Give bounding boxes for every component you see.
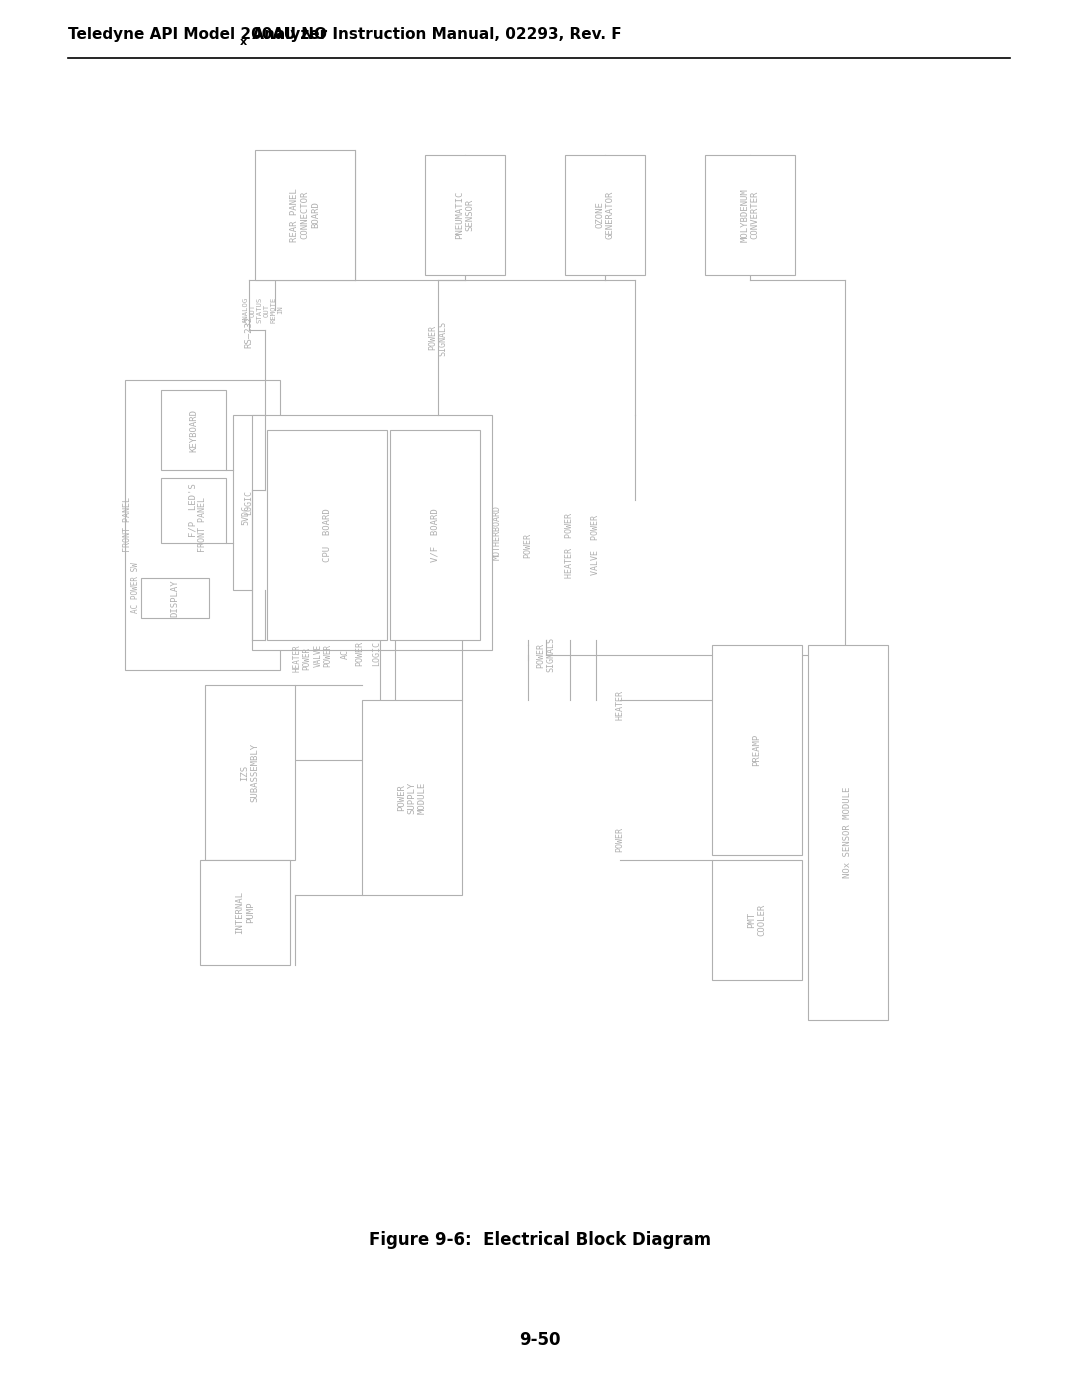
Bar [255,149,355,279]
Text: PMT
COOLER: PMT COOLER [747,904,767,936]
Bar [125,380,280,671]
Text: Figure 9-6:  Electrical Block Diagram: Figure 9-6: Electrical Block Diagram [369,1231,711,1249]
Text: MOLYBDENUM
CONVERTER: MOLYBDENUM CONVERTER [740,189,759,242]
Bar [267,430,387,640]
Bar [705,155,795,275]
Text: VALVE
POWER: VALVE POWER [313,644,333,666]
Bar [712,861,802,981]
Text: PNEUMATIC
SENSOR: PNEUMATIC SENSOR [456,191,475,239]
Text: AC: AC [340,650,350,659]
Bar [161,390,226,469]
Text: HEATER: HEATER [616,690,624,719]
Text: RS–232: RS–232 [244,316,254,348]
Text: POWER
SIGNALS: POWER SIGNALS [429,320,448,355]
Text: FRONT PANEL: FRONT PANEL [198,497,207,552]
Text: REAR PANEL
CONNECTOR
BOARD: REAR PANEL CONNECTOR BOARD [291,189,320,242]
Text: 9-50: 9-50 [519,1331,561,1350]
Text: OZONE
GENERATOR: OZONE GENERATOR [595,191,615,239]
Text: HEATER
POWER: HEATER POWER [293,644,312,672]
Text: MOTHERBOARD: MOTHERBOARD [492,504,501,560]
Bar [233,415,265,590]
Bar [565,155,645,275]
Bar [200,861,291,965]
Text: POWER: POWER [616,827,624,852]
Text: VALVE  POWER: VALVE POWER [592,515,600,576]
Text: ANALOG
OUT
STATUS
OUT
REMOTE
IN: ANALOG OUT STATUS OUT REMOTE IN [243,298,283,323]
Text: INTERNAL
PUMP: INTERNAL PUMP [235,891,255,935]
Text: V/F  BOARD: V/F BOARD [431,509,440,562]
Text: HEATER  POWER: HEATER POWER [566,513,575,577]
Bar [205,685,295,861]
Text: x: x [240,36,246,47]
Text: 5VDC: 5VDC [242,504,251,525]
Bar [362,700,462,895]
Bar [161,478,226,543]
Text: POWER
SUPPLY
MODULE: POWER SUPPLY MODULE [397,781,427,813]
Text: AC POWER SW: AC POWER SW [131,563,139,613]
Text: Analyzer Instruction Manual, 02293, Rev. F: Analyzer Instruction Manual, 02293, Rev.… [247,27,622,42]
Bar [390,430,480,640]
Text: NOx SENSOR MODULE: NOx SENSOR MODULE [843,787,852,879]
Bar [426,155,505,275]
Text: POWER: POWER [524,532,532,557]
Text: PREAMP: PREAMP [753,733,761,766]
Text: F/P  LED'S: F/P LED'S [189,483,198,538]
Text: LOGIC: LOGIC [244,490,254,515]
Text: KEYBOARD: KEYBOARD [189,408,198,451]
Text: POWER
SIGNALS: POWER SIGNALS [537,637,556,672]
Bar [141,578,210,617]
Text: IZS
SUBASSEMBLY: IZS SUBASSEMBLY [241,743,259,802]
Bar [808,645,888,1020]
Text: DISPLAY: DISPLAY [171,580,179,617]
Bar [252,415,492,650]
Bar [712,645,802,855]
Text: POWER: POWER [355,641,365,666]
Text: FRONT PANEL: FRONT PANEL [122,497,132,552]
Text: LOGIC: LOGIC [373,641,381,666]
Text: Teledyne API Model 200AU NO: Teledyne API Model 200AU NO [68,27,327,42]
Text: CPU  BOARD: CPU BOARD [323,509,332,562]
